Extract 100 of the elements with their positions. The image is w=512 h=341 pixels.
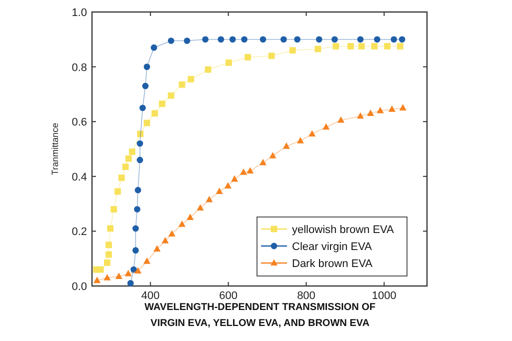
y-tick-label: 0.8 (72, 62, 87, 74)
point (356, 112, 364, 119)
point (269, 152, 276, 158)
point (308, 130, 316, 136)
point (206, 196, 213, 202)
point (152, 110, 158, 117)
point (122, 164, 129, 170)
y-axis-title: Tranmittance (50, 122, 60, 176)
point (224, 182, 232, 189)
point (229, 36, 236, 43)
x-tick-label: 800 (297, 290, 316, 302)
text: WAVELENGTH-DEPENDENT TRANSMISSION OF VIRGIN EVA, YELLOW EVA, AND BROWN EVA (144, 301, 376, 331)
y-tick-label: 0.6 (72, 116, 87, 129)
point (132, 247, 139, 254)
x-tick-label: 1000 (372, 290, 396, 302)
point (332, 43, 340, 50)
point (347, 43, 354, 50)
point (128, 148, 136, 155)
point (144, 120, 150, 126)
point (132, 225, 139, 232)
point (158, 100, 166, 107)
point (399, 104, 406, 110)
point (137, 130, 144, 138)
point (143, 258, 150, 264)
point (374, 36, 380, 43)
point (142, 82, 149, 90)
point (168, 230, 176, 236)
point (358, 43, 365, 50)
point (186, 214, 194, 220)
point (241, 36, 248, 43)
point (280, 36, 287, 43)
y-tick-label: 1.0 (72, 7, 87, 19)
legend-label: yellowish brown EVA (292, 224, 395, 236)
point (134, 186, 142, 194)
point (127, 280, 134, 286)
point (316, 36, 322, 43)
point (168, 92, 174, 99)
point (118, 174, 125, 181)
point (162, 236, 169, 244)
point (289, 47, 296, 54)
point (144, 64, 150, 70)
point (130, 266, 137, 273)
point (134, 267, 142, 274)
point (337, 116, 344, 123)
point (246, 167, 254, 174)
point (244, 54, 252, 60)
legend-label: Clear virgin EVA (292, 241, 373, 253)
point (396, 43, 404, 50)
point (104, 274, 111, 280)
point (125, 155, 132, 162)
point (168, 38, 174, 44)
point (139, 104, 146, 112)
point (384, 43, 390, 50)
point (136, 156, 144, 164)
point (196, 204, 204, 210)
point (218, 36, 224, 43)
point (204, 66, 212, 73)
point (115, 272, 122, 279)
y-tick-label: 0.4 (72, 171, 87, 184)
point (136, 140, 144, 147)
point (124, 270, 132, 276)
y-tick-label: 0.2 (72, 226, 87, 238)
point (202, 36, 209, 43)
point (296, 136, 304, 144)
point (366, 110, 374, 116)
point (107, 225, 114, 232)
point (110, 206, 118, 212)
point (134, 206, 140, 212)
point (398, 36, 406, 43)
x-tick-label: 600 (219, 290, 238, 302)
point (376, 106, 384, 114)
point (294, 36, 300, 43)
x-tick-label: 400 (141, 290, 160, 302)
point (240, 168, 248, 175)
legend-label: Dark brown EVA (292, 258, 374, 270)
point (184, 38, 190, 44)
point (97, 266, 104, 273)
point (178, 220, 186, 227)
point (268, 52, 275, 60)
point (259, 158, 267, 166)
point (260, 36, 266, 43)
point (357, 36, 364, 43)
point (114, 188, 121, 195)
point (94, 276, 101, 284)
point (322, 123, 330, 130)
point (282, 142, 290, 149)
point (388, 105, 396, 112)
point (178, 81, 186, 88)
point (314, 46, 322, 52)
point (226, 59, 232, 66)
point (106, 242, 112, 248)
point (150, 44, 158, 51)
y-tick-label: 0.0 (72, 281, 87, 293)
point (390, 36, 398, 43)
point (106, 251, 112, 258)
point (216, 188, 223, 194)
point (331, 36, 338, 43)
point (371, 43, 378, 50)
point (188, 76, 194, 82)
point (104, 260, 110, 266)
